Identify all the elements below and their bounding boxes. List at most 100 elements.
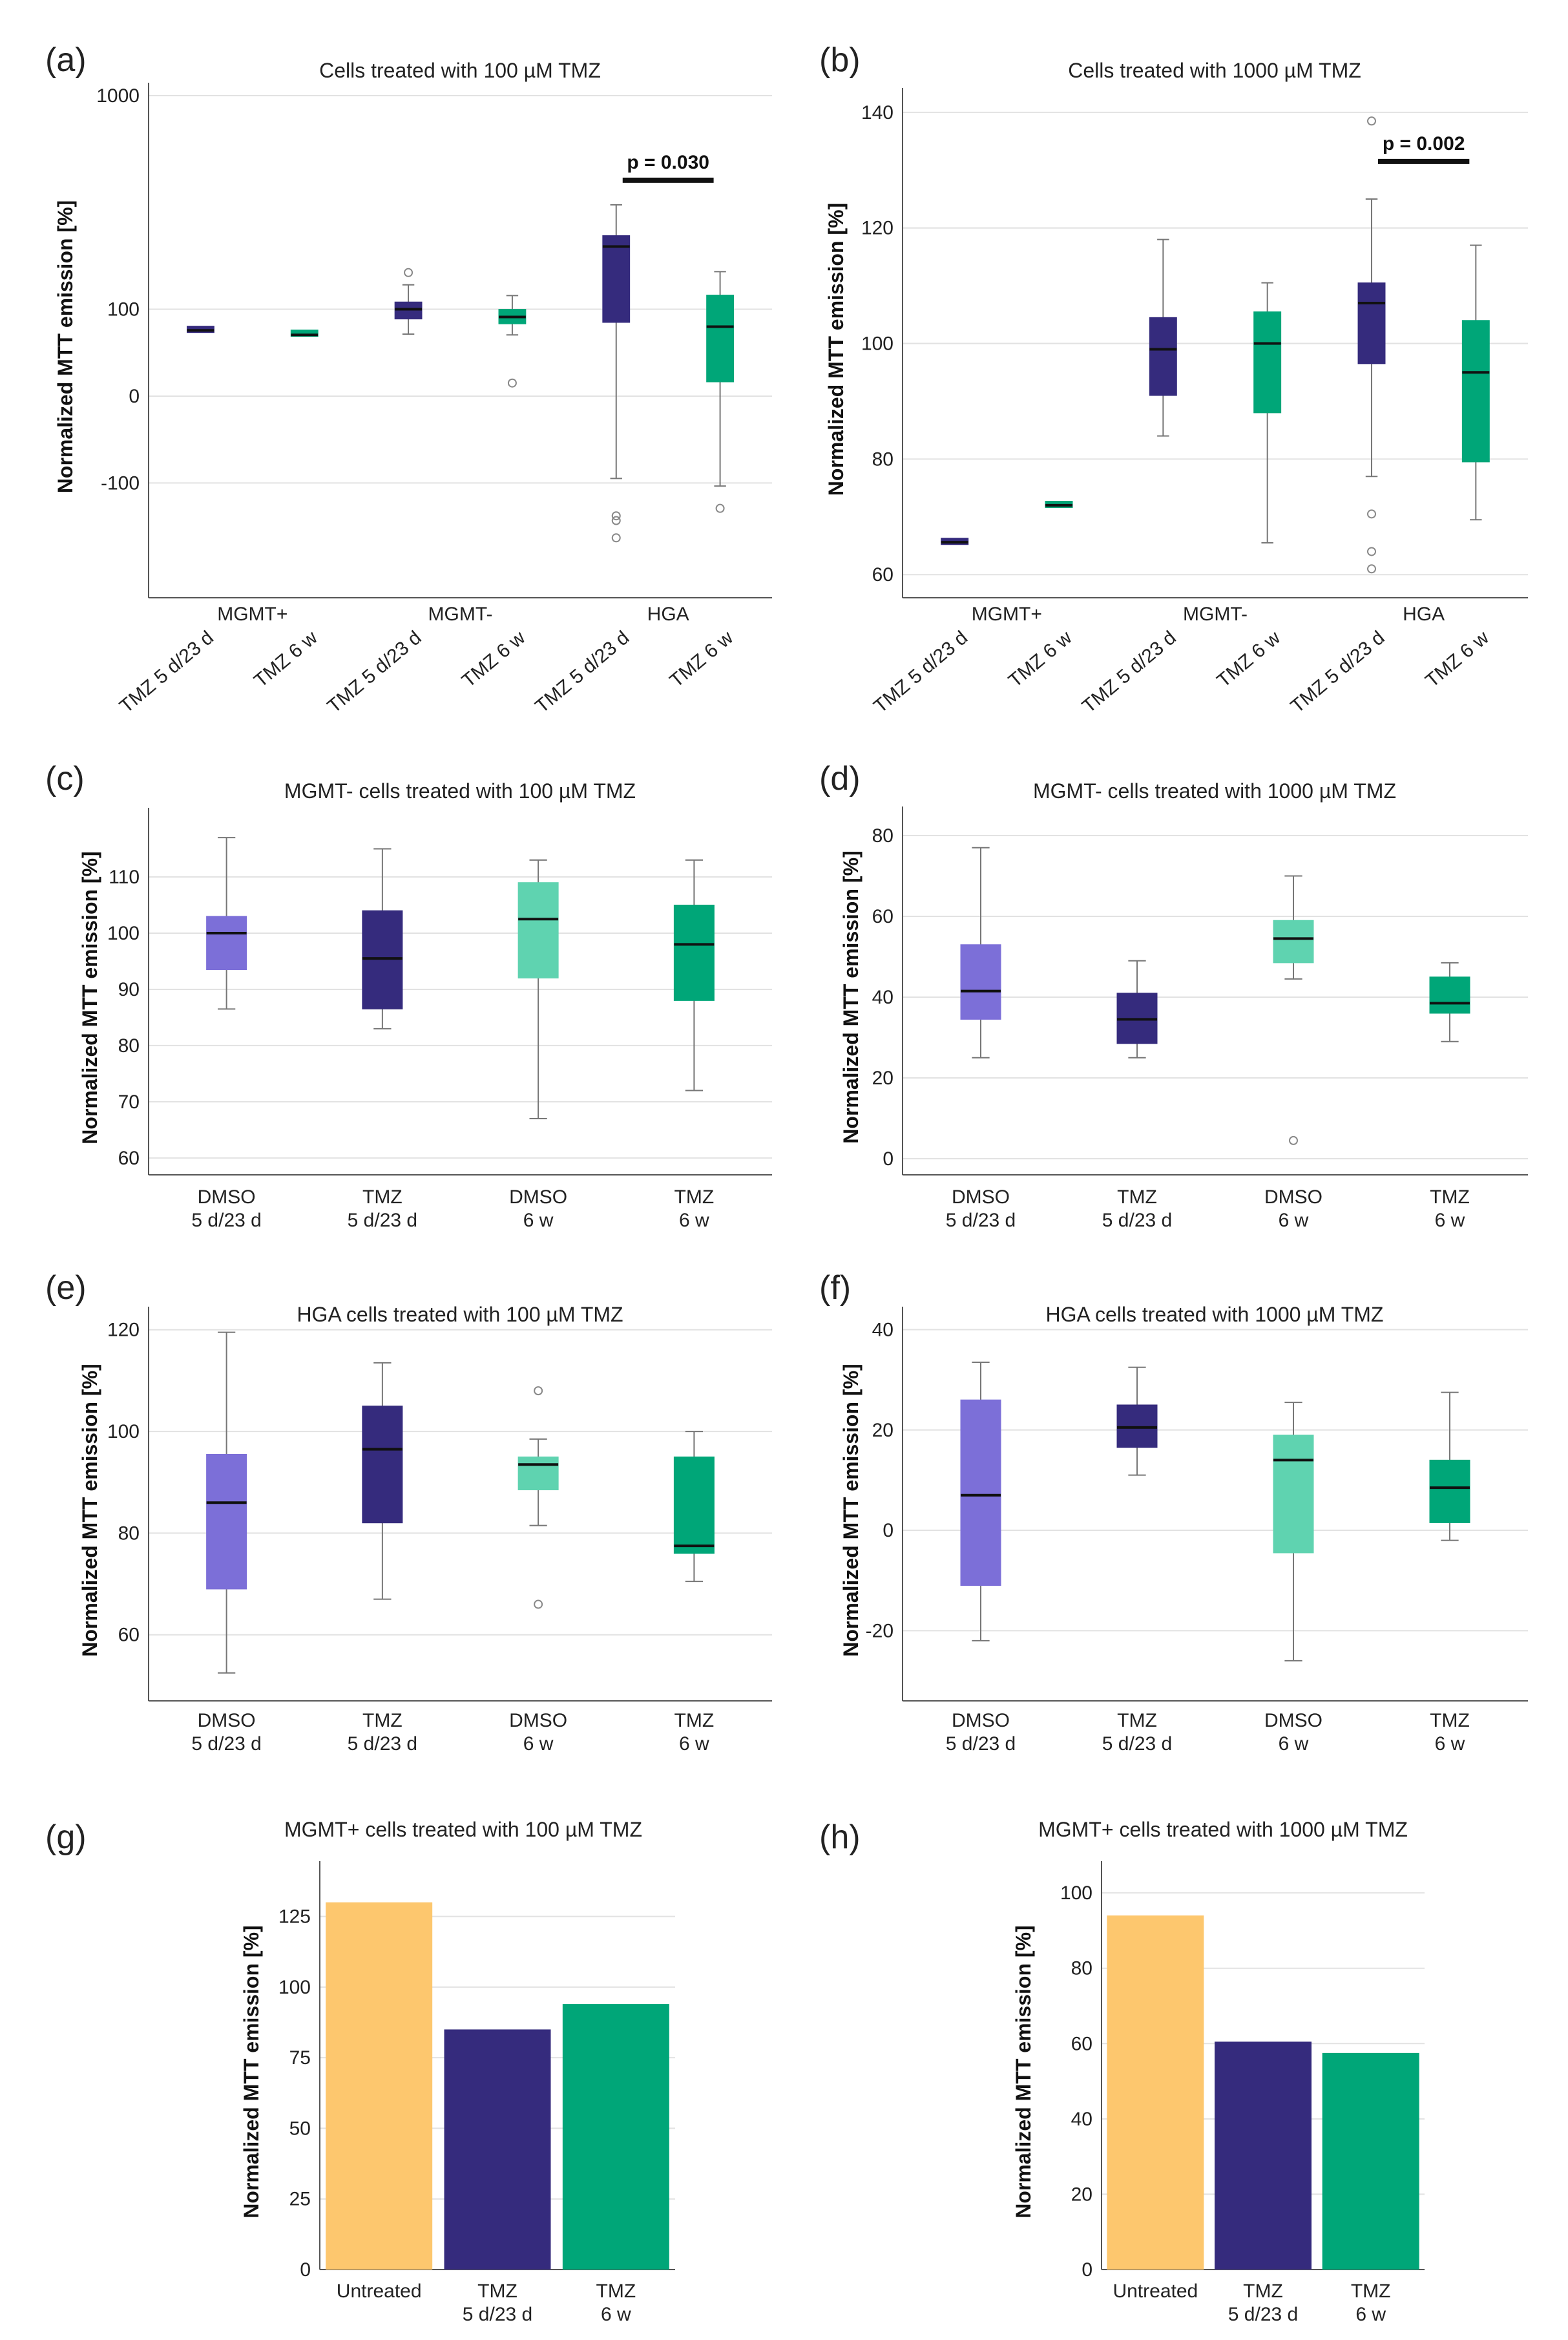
x-tick-label: TMZ 6 w [1430, 1710, 1470, 1755]
box-body [960, 944, 1001, 1020]
x-tick-line: TMZ [1117, 1710, 1157, 1731]
x-tick-line: DMSO [509, 1186, 567, 1208]
bar [562, 2004, 669, 2270]
x-tick-label: TMZ 6 w [1351, 2281, 1391, 2325]
group-label: MGMT- [428, 604, 493, 625]
outlier-point [611, 533, 621, 543]
box-body [1429, 976, 1470, 1014]
x-tick-line: TMZ [1117, 1186, 1157, 1208]
box-0 [206, 837, 247, 1010]
chart-title: MGMT- cells treated with 1000 µM TMZ [1033, 779, 1396, 803]
x-tick-line: 5 d/23 d [946, 1210, 1016, 1231]
y-tick-label: 60 [118, 1148, 140, 1169]
y-tick-label: 1000 [96, 85, 140, 107]
outlier-point [1367, 564, 1376, 574]
y-tick-label: 80 [872, 825, 894, 847]
y-tick-label: 40 [1071, 2109, 1092, 2130]
y-tick-label: 0 [883, 1148, 894, 1170]
box-0 [206, 1331, 247, 1674]
box-2 [1149, 238, 1177, 437]
y-axis-label: Normalized MTT emission [%] [240, 1925, 263, 2218]
box-0 [960, 847, 1001, 1059]
outlier-point [1367, 509, 1376, 519]
box-3 [1429, 962, 1470, 1042]
y-axis-label: Normalized MTT emission [%] [78, 1364, 101, 1656]
box-body [1273, 920, 1314, 964]
y-axis-label: Normalized MTT emission [%] [78, 851, 101, 1144]
box-1 [1116, 960, 1158, 1059]
x-tick-line: DMSO [952, 1186, 1010, 1208]
x-tick-label: DMSO 5 d/23 d [946, 1710, 1016, 1755]
box-1 [1116, 1366, 1158, 1476]
panel-letter: (c) [45, 760, 85, 797]
x-tick-line: 6 w [523, 1733, 554, 1755]
x-tick-label: TMZ 5 d/23 d [531, 627, 633, 717]
x-tick-line: 5 d/23 d [1228, 2304, 1298, 2325]
box-0 [187, 326, 214, 333]
x-tick-line: 6 w [1435, 1733, 1465, 1755]
box-body [290, 330, 319, 337]
x-tick-label: DMSO 6 w [509, 1186, 567, 1231]
y-tick-label: 100 [107, 923, 140, 944]
y-tick-label: -20 [866, 1620, 894, 1641]
box-1 [362, 848, 403, 1029]
x-tick-line: 5 d/23 d [463, 2304, 532, 2325]
y-tick-label: 0 [883, 1520, 894, 1541]
panel-letter: (b) [819, 41, 861, 79]
y-axis-label: Normalized MTT emission [%] [839, 1364, 862, 1656]
x-tick-label: TMZ 6 w [1213, 627, 1285, 691]
chart-b: (b) Cells treated with 1000 µM TMZ 140 120 1… [819, 41, 1528, 717]
y-tick-label: 100 [861, 333, 894, 355]
box-body [206, 916, 247, 971]
x-tick-line: TMZ [1351, 2281, 1391, 2302]
x-tick-label: TMZ 5 d/23 d [463, 2281, 532, 2325]
box-body [362, 910, 403, 1009]
y-tick-label: -100 [101, 472, 140, 494]
chart-title: HGA cells treated with 1000 µM TMZ [1046, 1303, 1384, 1326]
y-tick-label: 110 [109, 867, 140, 888]
box-3 [673, 859, 715, 1091]
y-tick-label: 100 [107, 299, 140, 321]
x-tick-line: 6 w [1279, 1733, 1309, 1755]
x-tick-label: TMZ 5 d/23 d [348, 1710, 417, 1755]
y-tick-label: 20 [872, 1420, 894, 1441]
box-body [673, 1456, 715, 1554]
outlier-point [534, 1599, 543, 1609]
y-tick-label: 60 [872, 906, 894, 927]
y-tick-label: 80 [1071, 1958, 1092, 1979]
y-tick-label: 100 [1060, 1882, 1092, 1904]
y-tick-label: 20 [1071, 2184, 1092, 2205]
box-2 [394, 268, 423, 335]
box-2 [1273, 875, 1314, 1145]
p-value-label: p = 0.030 [627, 152, 709, 173]
outlier-point [534, 1386, 543, 1396]
x-tick-label: TMZ 5 d/23 d [324, 627, 426, 717]
y-tick-label: 60 [872, 564, 894, 585]
x-tick-line: TMZ [1243, 2281, 1283, 2302]
x-tick-label: TMZ 6 w [1430, 1186, 1470, 1231]
y-tick-label: 140 [861, 102, 894, 123]
x-tick-line: Untreated [1113, 2281, 1198, 2302]
x-tick-label: TMZ 5 d/23 d [1102, 1710, 1172, 1755]
box-body [517, 882, 559, 979]
chart-title: HGA cells treated with 100 µM TMZ [297, 1303, 623, 1326]
box-body [1253, 311, 1282, 414]
x-tick-line: 5 d/23 d [191, 1733, 261, 1755]
box-4 [1357, 116, 1386, 574]
box-3 [1429, 1391, 1470, 1541]
x-tick-label: TMZ 6 w [596, 2281, 636, 2325]
chart-h: (h) MGMT+ cells treated with 1000 µM TMZ 1… [819, 1818, 1425, 2325]
x-tick-line: 5 d/23 d [1102, 1733, 1172, 1755]
panel-letter: (h) [819, 1818, 861, 1856]
x-tick-line: 6 w [679, 1733, 709, 1755]
y-tick-label: 100 [107, 1421, 140, 1442]
x-tick-label: DMSO 6 w [1264, 1710, 1322, 1755]
y-tick-label: 50 [289, 2118, 311, 2139]
group-label: HGA [1403, 604, 1445, 625]
x-tick-line: DMSO [198, 1186, 256, 1208]
chart-title: Cells treated with 1000 µM TMZ [1068, 59, 1361, 82]
y-axis-label: Normalized MTT emission [%] [824, 203, 848, 496]
chart-title: Cells treated with 100 µM TMZ [319, 59, 601, 82]
x-tick-label: Untreated [337, 2281, 422, 2302]
